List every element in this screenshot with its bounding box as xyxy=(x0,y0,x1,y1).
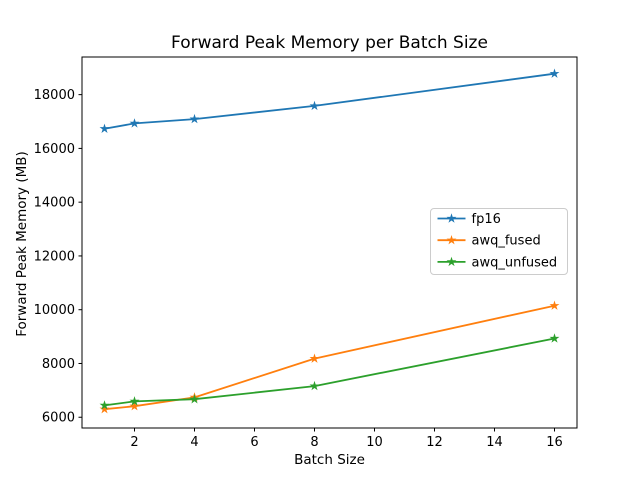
series-marker-awq_fused xyxy=(99,403,110,414)
legend-box xyxy=(430,208,568,275)
x-tick-label: 4 xyxy=(190,435,198,450)
y-tick-label: 16000 xyxy=(34,142,75,157)
series-marker-fp16 xyxy=(189,113,200,124)
series-marker-awq_unfused xyxy=(189,394,200,404)
legend-label-awq_fused: awq_fused xyxy=(472,234,541,249)
legend-marker-awq_fused xyxy=(446,235,457,245)
series-marker-awq_unfused xyxy=(99,400,110,410)
x-tick-label: 6 xyxy=(250,435,258,450)
series-marker-awq_fused xyxy=(549,300,560,310)
y-tick-label: 6000 xyxy=(42,411,75,426)
legend-label-fp16: fp16 xyxy=(472,212,501,227)
series-marker-fp16 xyxy=(309,100,320,111)
x-tick-label: 10 xyxy=(366,435,383,450)
series-line-awq_unfused xyxy=(103,337,556,407)
series-line-awq_fused xyxy=(103,304,556,411)
series-marker-fp16 xyxy=(129,118,140,128)
series-marker-fp16 xyxy=(549,68,560,78)
axes-frame xyxy=(81,56,578,429)
series-marker-awq_unfused xyxy=(309,380,320,391)
chart-title: Forward Peak Memory per Batch Size xyxy=(171,33,488,53)
series-marker-awq_fused xyxy=(129,401,140,411)
x-tick-label: 2 xyxy=(130,435,138,450)
y-tick-label: 8000 xyxy=(42,357,75,372)
x-axis-label: Batch Size xyxy=(294,452,365,468)
legend-label-awq_unfused: awq_unfused xyxy=(472,255,558,270)
y-tick-label: 18000 xyxy=(34,88,75,103)
x-tick-label: 12 xyxy=(426,435,443,450)
y-tick-label: 12000 xyxy=(34,249,75,264)
legend-marker-fp16 xyxy=(446,213,457,223)
series-marker-awq_unfused xyxy=(129,396,140,406)
x-tick-label: 14 xyxy=(486,435,503,450)
y-tick-label: 10000 xyxy=(34,303,75,318)
series-marker-awq_unfused xyxy=(549,333,560,343)
series-marker-fp16 xyxy=(99,123,110,133)
y-tick-label: 14000 xyxy=(34,196,75,211)
x-tick-label: 16 xyxy=(546,435,563,450)
legend-marker-awq_unfused xyxy=(446,256,457,267)
series-line-fp16 xyxy=(103,72,556,130)
y-axis-label: Forward Peak Memory (MB) xyxy=(14,151,30,337)
x-tick-label: 8 xyxy=(310,435,318,450)
series-marker-awq_fused xyxy=(309,353,320,363)
